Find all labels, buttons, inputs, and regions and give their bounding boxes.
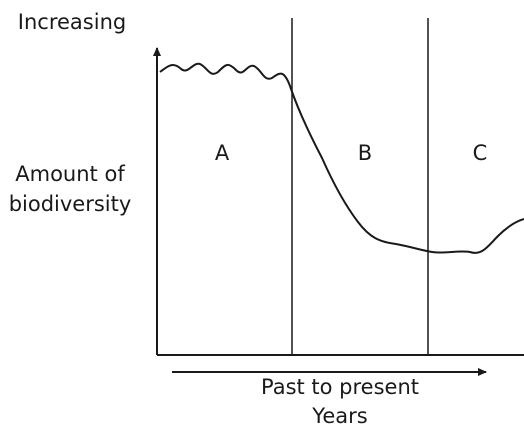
region-label: C	[473, 141, 488, 165]
y-top-label: Increasing	[18, 10, 126, 34]
x-axis-label: Past to present	[261, 375, 419, 399]
y-axis-label: biodiversity	[9, 192, 132, 216]
biodiversity-curve	[159, 62, 524, 254]
region-label: A	[215, 141, 230, 165]
region-label: B	[358, 141, 372, 165]
y-axis-label: Amount of	[15, 162, 125, 186]
x-unit-label: Years	[311, 404, 367, 428]
